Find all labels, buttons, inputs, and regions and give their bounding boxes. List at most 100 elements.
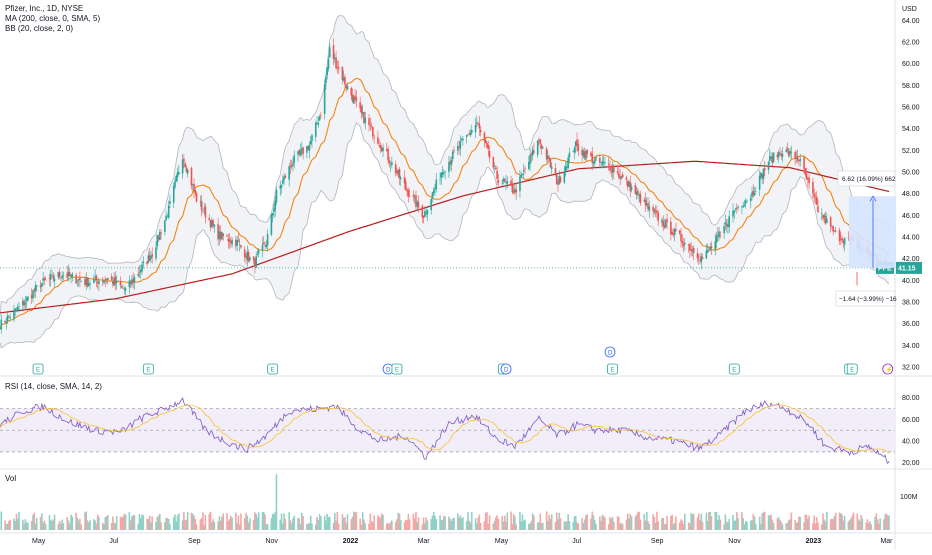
volume-bar bbox=[733, 520, 736, 530]
volume-bar bbox=[133, 515, 136, 530]
candle-body bbox=[444, 171, 446, 173]
volume-bar bbox=[601, 514, 604, 530]
candle-body bbox=[558, 175, 561, 184]
candle-body bbox=[123, 289, 126, 290]
volume-bar bbox=[448, 516, 450, 530]
volume-bar bbox=[87, 522, 90, 530]
volume-bar bbox=[714, 511, 717, 530]
volume-pane-title[interactable]: Vol bbox=[5, 474, 17, 483]
candle-body bbox=[637, 190, 639, 195]
candle-body bbox=[61, 275, 63, 279]
volume-bar bbox=[266, 524, 269, 530]
volume-bar bbox=[876, 519, 879, 530]
dividend-event-icon bbox=[500, 363, 512, 375]
volume-bar bbox=[70, 514, 72, 530]
candle-body bbox=[350, 87, 353, 96]
volume-bar bbox=[98, 517, 100, 530]
volume-bar bbox=[457, 513, 459, 530]
candle-body bbox=[760, 172, 762, 178]
candle-body bbox=[788, 151, 790, 157]
candle-body bbox=[309, 140, 312, 145]
volume-bar bbox=[284, 518, 287, 530]
candle-body bbox=[372, 126, 374, 137]
candle-body bbox=[297, 151, 299, 155]
candle-body bbox=[316, 123, 318, 125]
candle-body bbox=[103, 280, 105, 284]
ma-200-line bbox=[0, 160, 890, 314]
volume-bar bbox=[243, 518, 246, 530]
candle-body bbox=[751, 192, 753, 198]
volume-bar bbox=[538, 522, 540, 530]
volume-bar bbox=[875, 513, 878, 530]
candle-body bbox=[185, 167, 188, 172]
candle-body bbox=[689, 244, 691, 251]
candle-body bbox=[104, 278, 107, 280]
volume-bar bbox=[382, 514, 384, 530]
volume-bar bbox=[607, 524, 610, 530]
volume-bar bbox=[451, 518, 454, 530]
volume-bar bbox=[652, 514, 654, 530]
candle-body bbox=[93, 279, 95, 283]
candle-body bbox=[595, 157, 597, 160]
ma-indicator-label[interactable]: MA (200, close, 0, SMA, 5) bbox=[5, 14, 101, 23]
candle-body bbox=[671, 232, 673, 235]
candle-body bbox=[512, 191, 515, 194]
price-badge-label: 41.15 bbox=[898, 265, 916, 272]
volume-bar bbox=[302, 516, 304, 530]
volume-bar bbox=[67, 520, 70, 530]
volume-bar bbox=[593, 519, 596, 530]
volume-bar bbox=[781, 524, 784, 530]
volume-bar bbox=[439, 515, 441, 530]
candle-body bbox=[548, 156, 550, 160]
volume-bar bbox=[378, 517, 380, 530]
volume-bar bbox=[761, 513, 763, 530]
volume-bar bbox=[372, 522, 374, 530]
volume-bar bbox=[18, 511, 20, 530]
candle-body bbox=[332, 45, 335, 60]
candle-body bbox=[514, 188, 516, 193]
volume-bar bbox=[275, 474, 278, 530]
volume-bar bbox=[554, 521, 557, 530]
candle-body bbox=[432, 190, 435, 194]
candle-body bbox=[32, 290, 34, 299]
volume-bar bbox=[226, 513, 228, 530]
volume-bar bbox=[389, 522, 392, 530]
candle-body bbox=[831, 226, 833, 227]
candle-body bbox=[663, 224, 666, 228]
earnings-event-label: E bbox=[271, 368, 275, 374]
split-event-glyph: ⚡ bbox=[886, 366, 893, 374]
candle-body bbox=[799, 158, 802, 162]
volume-bar bbox=[435, 518, 438, 530]
candle-body bbox=[448, 162, 450, 172]
candle-body bbox=[262, 242, 265, 245]
bb-indicator-label[interactable]: BB (20, close, 2, 0) bbox=[5, 24, 74, 33]
candle-body bbox=[346, 85, 349, 90]
time-tick-label: 2023 bbox=[806, 538, 822, 545]
candle-body bbox=[98, 280, 100, 284]
candle-body bbox=[583, 151, 586, 158]
candle-body bbox=[282, 180, 284, 184]
candle-body bbox=[183, 158, 185, 162]
candle-body bbox=[505, 182, 507, 183]
volume-bar bbox=[567, 514, 569, 530]
volume-bar bbox=[850, 518, 852, 530]
candle-body bbox=[279, 185, 282, 189]
symbol-title[interactable]: Pfizer, Inc., 1D, NYSE bbox=[5, 4, 84, 13]
volume-bar bbox=[15, 513, 18, 530]
volume-bar bbox=[643, 514, 646, 530]
volume-bar bbox=[582, 522, 585, 530]
volume-bar bbox=[697, 513, 700, 530]
volume-bar bbox=[184, 520, 186, 530]
volume-bar bbox=[547, 520, 549, 530]
candle-body bbox=[728, 216, 731, 228]
candle-body bbox=[204, 206, 207, 218]
volume-bar bbox=[39, 517, 42, 530]
rsi-pane-title[interactable]: RSI (14, close, SMA, 14, 2) bbox=[5, 382, 102, 391]
candle-body bbox=[243, 249, 246, 257]
candle-body bbox=[398, 169, 401, 178]
volume-bar bbox=[687, 522, 690, 530]
candle-body bbox=[416, 201, 419, 206]
volume-bar bbox=[788, 520, 790, 530]
volume-bar bbox=[874, 517, 876, 530]
